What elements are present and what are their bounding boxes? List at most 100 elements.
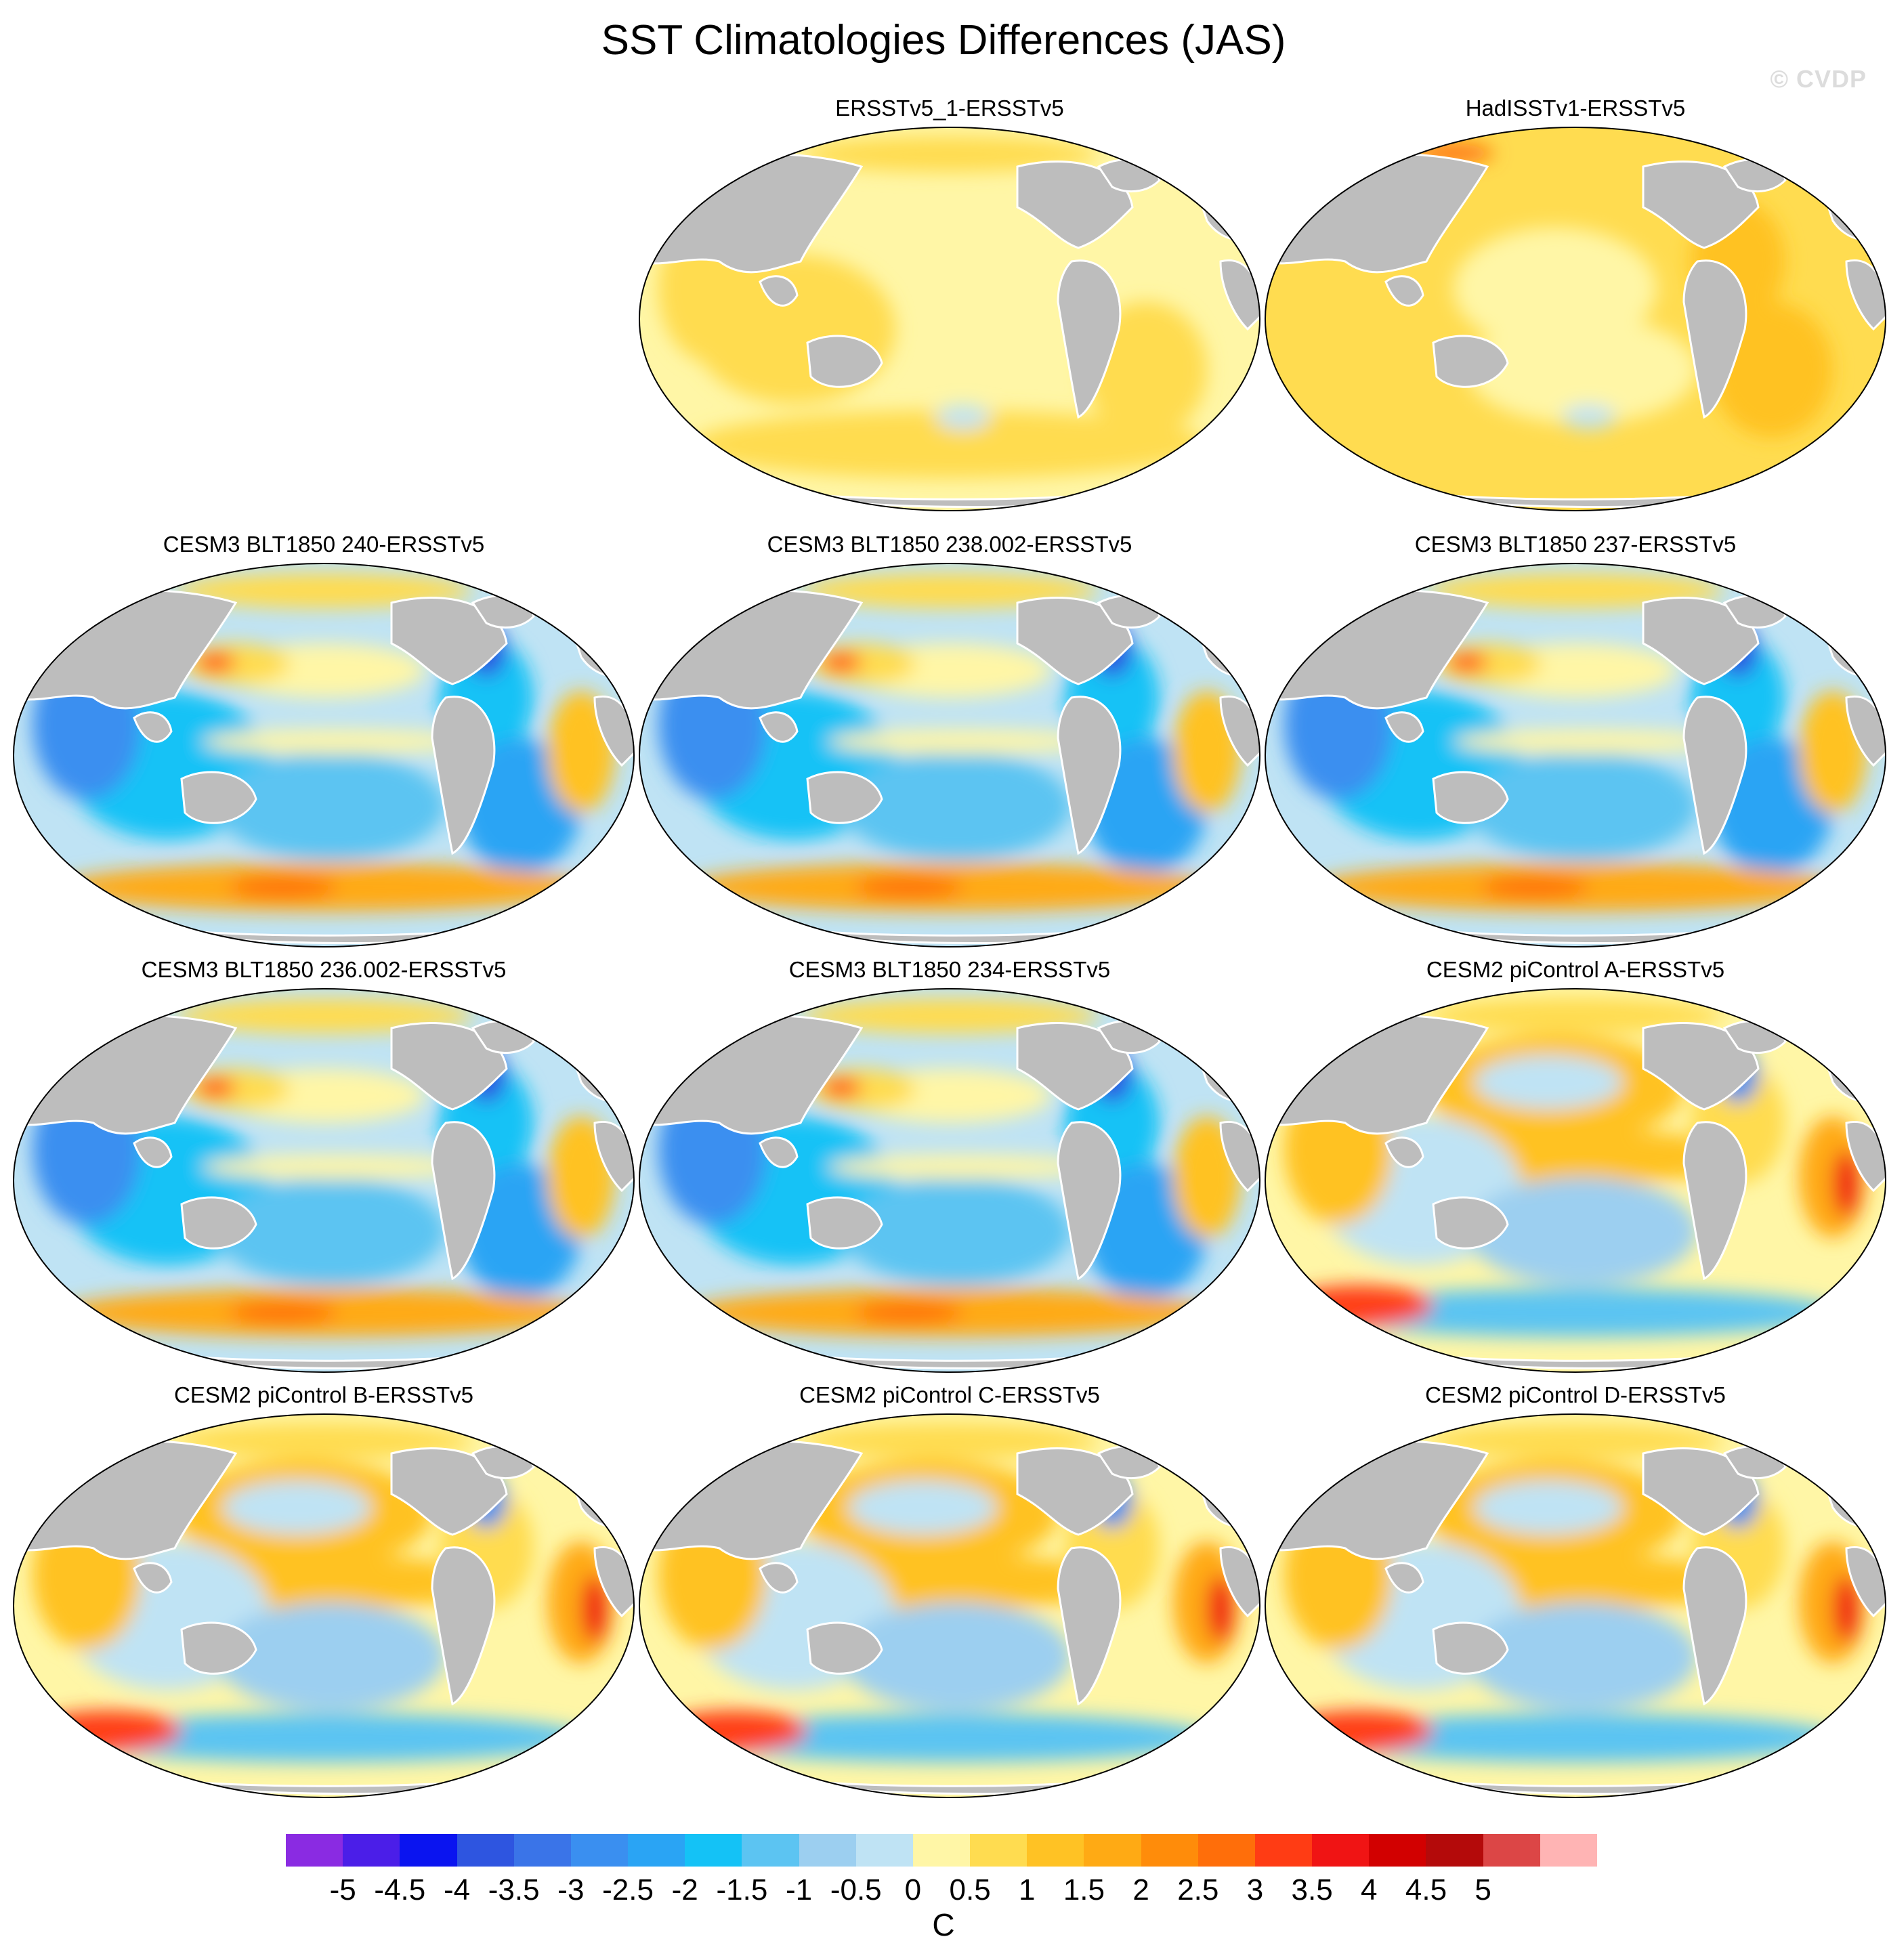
map-outline bbox=[1265, 563, 1886, 947]
land-mass bbox=[390, 597, 508, 685]
map-outline bbox=[1265, 1413, 1886, 1798]
map-outline bbox=[13, 1413, 635, 1798]
colorbar-tick-label: -4.5 bbox=[374, 1873, 426, 1906]
panel-title: CESM2 piControl A-ERSSTv5 bbox=[1426, 957, 1725, 982]
anomaly-region bbox=[1426, 1424, 1724, 1459]
land-mass bbox=[1642, 1447, 1760, 1536]
colorbar-tick-label: -3.5 bbox=[488, 1873, 540, 1906]
anomaly-region bbox=[658, 1711, 807, 1751]
map-panel: CESM2 piControl D-ERSSTv5 bbox=[1264, 1382, 1887, 1802]
sst-difference-map bbox=[13, 988, 635, 1373]
map-outline bbox=[1265, 127, 1886, 511]
anomaly-region bbox=[855, 876, 963, 898]
colorbar-tick-label: 1 bbox=[1019, 1873, 1036, 1906]
anomaly-region bbox=[1467, 1177, 1697, 1285]
land-mass bbox=[1642, 161, 1760, 249]
land-mass bbox=[1057, 259, 1122, 419]
colorbar-cell bbox=[799, 1834, 857, 1867]
colorbar-cell bbox=[1483, 1834, 1541, 1867]
colorbar-cell bbox=[286, 1834, 343, 1867]
land-mass bbox=[1845, 259, 1886, 331]
panel-title: CESM3 BLT1850 237-ERSSTv5 bbox=[1414, 532, 1737, 557]
colorbar-cell bbox=[513, 1834, 572, 1867]
colorbar-cell bbox=[1540, 1834, 1598, 1867]
land-mass bbox=[1682, 1546, 1747, 1706]
colorbar-cell bbox=[457, 1834, 515, 1867]
panel-title: CESM2 piControl C-ERSSTv5 bbox=[799, 1382, 1100, 1407]
land-mass bbox=[1219, 259, 1260, 331]
anomaly-region bbox=[229, 876, 337, 898]
land-mass bbox=[431, 696, 496, 855]
map-outline bbox=[639, 988, 1260, 1373]
anomaly-region bbox=[215, 1177, 446, 1285]
anomaly-region bbox=[685, 1713, 1214, 1762]
land-mass bbox=[806, 335, 883, 388]
anomaly-region bbox=[841, 1177, 1072, 1285]
map-panel: CESM2 piControl C-ERSSTv5 bbox=[638, 1382, 1261, 1802]
anomaly-region bbox=[33, 1711, 182, 1751]
colorbar-cell bbox=[970, 1834, 1027, 1867]
land-mass bbox=[1682, 1121, 1747, 1281]
sst-difference-map bbox=[13, 563, 635, 947]
land-mass bbox=[1016, 1447, 1134, 1536]
colorbar-unit: C bbox=[932, 1907, 955, 1942]
figure-title: SST Climatologies Differences (JAS) bbox=[601, 17, 1286, 64]
anomaly-region bbox=[936, 405, 990, 429]
land-mass bbox=[593, 1121, 634, 1193]
land-mass bbox=[1432, 1196, 1509, 1250]
land-mass bbox=[1642, 597, 1760, 685]
anomaly-region bbox=[821, 653, 862, 672]
anomaly-region bbox=[801, 1424, 1099, 1459]
colorbar-tick-label: 3.5 bbox=[1291, 1873, 1333, 1906]
land-mass bbox=[806, 1621, 883, 1675]
sst-difference-map bbox=[639, 988, 1260, 1373]
colorbar-tick-label: 1.5 bbox=[1063, 1873, 1105, 1906]
sst-difference-map bbox=[639, 127, 1260, 511]
anomaly-region bbox=[202, 729, 473, 754]
land-mass bbox=[1057, 696, 1122, 855]
colorbar-tick-label: -0.5 bbox=[830, 1873, 882, 1906]
land-mass bbox=[390, 1022, 508, 1111]
land-mass bbox=[180, 1196, 257, 1250]
colorbar-tick-label: 2.5 bbox=[1177, 1873, 1219, 1906]
anomaly-region bbox=[1207, 1575, 1234, 1643]
anomaly-region bbox=[1284, 1711, 1433, 1751]
land-mass bbox=[1016, 1022, 1134, 1111]
land-mass bbox=[390, 1447, 508, 1536]
sst-difference-map bbox=[13, 1413, 635, 1798]
colorbar-cell bbox=[1369, 1834, 1426, 1867]
colorbar-cell bbox=[1141, 1834, 1199, 1867]
anomaly-region bbox=[1481, 876, 1589, 898]
land-mass bbox=[759, 1562, 799, 1594]
map-outline bbox=[639, 563, 1260, 947]
colorbar-tick-label: -4 bbox=[443, 1873, 471, 1906]
anomaly-region bbox=[215, 1602, 446, 1711]
sst-difference-map bbox=[1265, 1413, 1886, 1798]
anomaly-region bbox=[821, 1078, 862, 1097]
anomaly-region bbox=[841, 752, 1072, 860]
land-mass bbox=[1219, 696, 1260, 767]
anomaly-region bbox=[801, 573, 1099, 608]
anomaly-region bbox=[855, 1302, 963, 1323]
colorbar-cell bbox=[628, 1834, 685, 1867]
map-outline bbox=[639, 127, 1260, 511]
map-outline bbox=[639, 1413, 1260, 1798]
colorbar-cell bbox=[685, 1834, 742, 1867]
anomaly-region bbox=[1447, 653, 1487, 672]
land-mass bbox=[133, 1136, 173, 1168]
anomaly-region bbox=[1562, 405, 1616, 429]
anomaly-region bbox=[1474, 1480, 1623, 1535]
colorbar bbox=[286, 1834, 1598, 1867]
colorbar-cell bbox=[1254, 1834, 1313, 1867]
anomaly-region bbox=[222, 1480, 371, 1535]
land-mass bbox=[431, 1546, 496, 1706]
colorbar-tick-label: 3 bbox=[1246, 1873, 1264, 1906]
sst-difference-map bbox=[639, 1413, 1260, 1798]
colorbar-cell bbox=[912, 1834, 971, 1867]
land-mass bbox=[1057, 1121, 1122, 1281]
panel-title: CESM3 BLT1850 240-ERSSTv5 bbox=[163, 532, 485, 557]
anomaly-region bbox=[1467, 752, 1697, 860]
land-mass bbox=[1384, 275, 1424, 307]
land-mass bbox=[1219, 1121, 1260, 1193]
anomaly-region bbox=[195, 1078, 236, 1097]
